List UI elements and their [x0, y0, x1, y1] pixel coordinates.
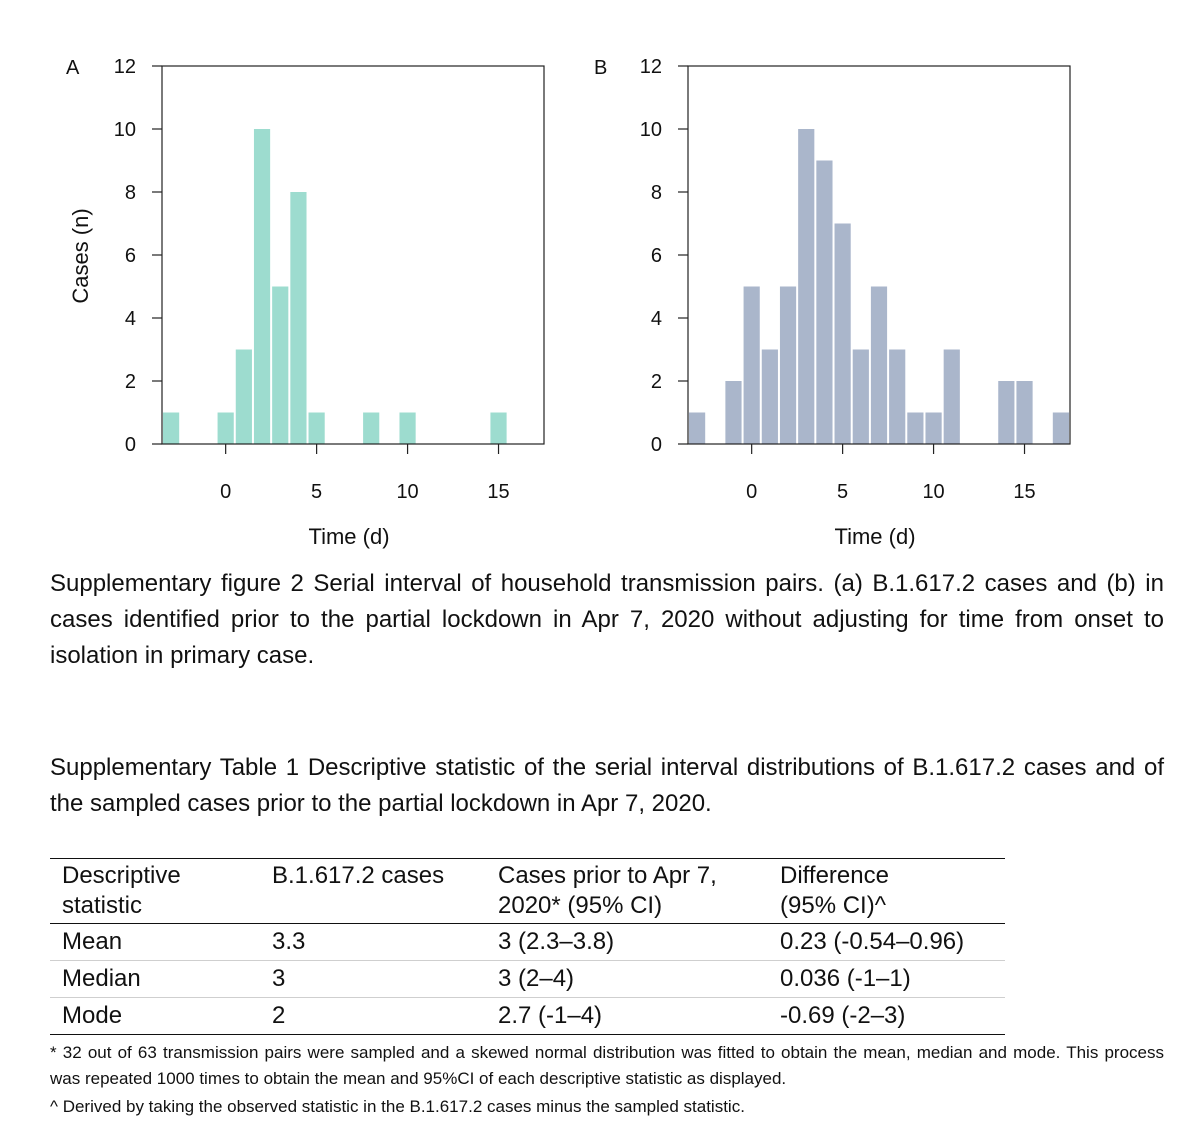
histogram-bar: [1052, 412, 1069, 444]
histogram-bar: [308, 412, 325, 444]
histogram-bar: [761, 349, 778, 444]
table-cell: 3 (2–4): [498, 965, 575, 992]
histogram-bar: [852, 349, 869, 444]
x-tick-label: 15: [487, 481, 509, 503]
y-tick-label: 6: [125, 245, 136, 267]
histogram-bar: [490, 412, 507, 444]
x-axis-title: Time (d): [834, 524, 915, 549]
table-caption: Supplementary Table 1 Descriptive statis…: [50, 754, 1164, 817]
histogram-bar: [272, 286, 289, 444]
table-cell: 3: [272, 965, 286, 992]
histogram-bar: [235, 349, 252, 444]
x-axis-title: Time (d): [308, 524, 389, 549]
histogram-bar: [743, 286, 760, 444]
table-row: Median 3 3 (2–4) 0.036 (-1–1): [50, 961, 1005, 998]
histogram-bar: [1016, 381, 1033, 444]
histogram-bar: [798, 129, 815, 444]
header-cases-prior: Cases prior to Apr 7, 2020* (95% CI): [498, 862, 717, 919]
y-tick-label: 2: [125, 371, 136, 393]
y-tick-label: 2: [651, 371, 662, 393]
histogram-bar: [889, 349, 906, 444]
table-cell: 3 (2.3–3.8): [498, 928, 615, 955]
y-tick-label: 8: [651, 182, 662, 204]
y-tick-label: 12: [114, 56, 136, 78]
header-descriptive-statistic: Descriptive statistic: [62, 862, 181, 919]
histogram-panel-b: 0 2 4 6 8 10 12 0 5 10 15 B Time (d): [594, 56, 1071, 549]
histogram-bar: [925, 412, 942, 444]
table-header-row: Descriptive statistic B.1.617.2 cases Cas…: [50, 858, 1005, 924]
histogram-bar: [943, 349, 960, 444]
x-tick-label: 10: [396, 481, 418, 503]
table-cell: 0.036 (-1–1): [780, 965, 911, 992]
y-tick-label: 6: [651, 245, 662, 267]
histogram-bar: [689, 412, 706, 444]
footnote-derivation: ^ Derived by taking the observed statist…: [50, 1097, 745, 1116]
x-tick-label: 10: [922, 481, 944, 503]
y-tick-label: 0: [125, 434, 136, 456]
table-cell: -0.69 (-2–3): [780, 1002, 906, 1029]
histogram-panel-a: 0 2 4 6 8 10 12 0 5 10 15 A Time (d): [66, 56, 545, 549]
table-row: Mode 2 2.7 (-1–4) -0.69 (-2–3): [50, 998, 1005, 1035]
y-tick-label: 0: [651, 434, 662, 456]
panel-letter: B: [594, 57, 607, 79]
histogram-bar: [217, 412, 234, 444]
table-cell: Mode: [62, 1002, 123, 1029]
y-tick-label: 12: [640, 56, 662, 78]
y-tick-label: 4: [125, 308, 136, 330]
histogram-bar: [363, 412, 380, 444]
histogram-bar: [779, 286, 797, 444]
table-cell: Median: [62, 965, 141, 992]
histogram-bar: [998, 381, 1015, 444]
y-tick-label: 4: [651, 308, 662, 330]
histogram-bar: [816, 160, 833, 444]
footnote-sampling: * 32 out of 63 transmission pairs were s…: [50, 1043, 1164, 1088]
panel-letter: A: [66, 57, 80, 79]
histogram-bar: [399, 412, 416, 444]
x-tick-label: 15: [1013, 481, 1035, 503]
x-tick-label: 5: [311, 481, 322, 503]
y-tick-label: 8: [125, 182, 136, 204]
table-cell: 3.3: [272, 928, 306, 955]
x-tick-label: 5: [837, 481, 848, 503]
header-difference: Difference (95% CI)^: [780, 862, 889, 919]
figure-caption: Supplementary figure 2 Serial interval o…: [50, 570, 1164, 669]
histogram-bar: [907, 412, 924, 444]
histogram-bar: [725, 381, 742, 444]
histogram-bar: [163, 412, 180, 444]
histogram-figure: 0 2 4 6 8 10 12 0 5 10 15 A Time (d) 0 2 4 6 8 10 12 0 5 10 15…: [66, 56, 1071, 549]
header-b16172-cases: B.1.617.2 cases: [272, 862, 445, 889]
x-tick-label: 0: [746, 481, 757, 503]
table-cell: 0.23 (-0.54–0.96): [780, 928, 965, 955]
histogram-bar: [834, 223, 851, 444]
table-cell: 2.7 (-1–4): [498, 1002, 603, 1029]
y-tick-label: 10: [640, 119, 662, 141]
table-cell: 2: [272, 1002, 286, 1029]
plot-frame: [161, 65, 545, 445]
descriptive-statistics-table: Descriptive statistic B.1.617.2 cases Cas…: [50, 858, 1005, 1035]
table-row: Mean 3.3 3 (2.3–3.8) 0.23 (-0.54–0.96): [50, 924, 1005, 961]
table-cell: Mean: [62, 928, 123, 955]
histogram-bar: [253, 129, 271, 444]
histogram-bar: [290, 192, 307, 444]
histogram-bar: [870, 286, 888, 444]
y-tick-label: 10: [114, 119, 136, 141]
y-axis-title: Cases (n): [68, 208, 93, 303]
x-tick-label: 0: [220, 481, 231, 503]
